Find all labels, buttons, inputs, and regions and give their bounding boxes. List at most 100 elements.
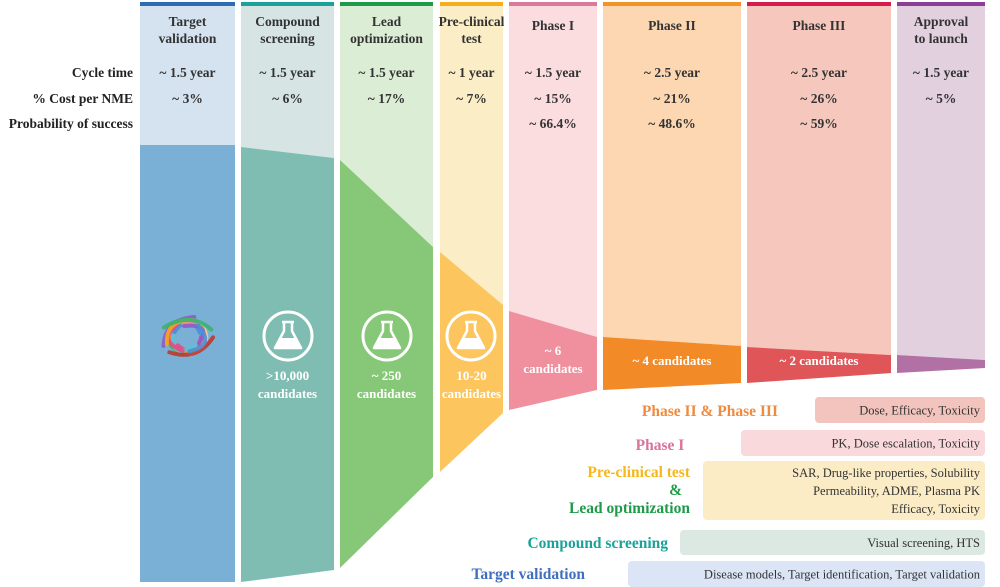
candidate-funnel-segment [747, 347, 891, 383]
legend-detail-box [815, 397, 985, 423]
stage-title: optimization [350, 31, 423, 46]
legend-detail-text: Efficacy, Toxicity [891, 502, 981, 516]
cost-value: ~ 3% [172, 91, 203, 106]
stage-title: test [461, 31, 482, 46]
stage-column-1: Target validation ~ 1.5 year ~ 3% [140, 2, 235, 582]
stage-column-6: Phase II ~ 2.5 year ~ 21% ~ 48.6% ~ 4 candid… [603, 2, 741, 390]
stage-top-bar [509, 2, 597, 6]
stage-top-bar [140, 2, 235, 6]
legend-label: & [669, 482, 682, 499]
stage-background [440, 5, 503, 305]
candidate-count: candidates [258, 386, 317, 401]
legend-item-2: Phase I PK, Dose escalation, Toxicity [636, 430, 985, 456]
cost-value: ~ 6% [272, 91, 303, 106]
candidate-count: ~ 6 [545, 343, 562, 358]
cost-value: ~ 26% [800, 91, 837, 106]
probability-value: ~ 59% [800, 116, 837, 131]
candidate-count: candidates [357, 386, 416, 401]
protein-structure-icon [161, 315, 215, 357]
stage-background [241, 5, 334, 158]
legend-detail-box [703, 461, 985, 520]
stage-title: screening [260, 31, 315, 46]
legend-detail-box [741, 430, 985, 456]
cost-value: ~ 7% [456, 91, 487, 106]
stage-column-5: Phase I ~ 1.5 year ~ 15% ~ 66.4% ~ 6 candidat… [509, 2, 597, 410]
cost-value: ~ 17% [368, 91, 405, 106]
legend-detail-text: Disease models, Target identification, T… [704, 568, 981, 582]
cycle-time-value: ~ 2.5 year [644, 65, 700, 80]
row-label-cost: % Cost per NME [32, 91, 133, 106]
stage-top-bar [340, 2, 433, 6]
stage-title: Phase III [793, 18, 846, 33]
candidate-funnel-segment [140, 145, 235, 582]
legend-detail-text: Dose, Efficacy, Toxicity [859, 404, 980, 418]
legend-label: Phase I [636, 437, 685, 454]
cycle-time-value: ~ 1.5 year [913, 65, 969, 80]
candidate-count: ~ 2 candidates [780, 353, 859, 368]
candidate-count: candidates [442, 386, 501, 401]
candidate-funnel-segment [603, 337, 741, 390]
stage-background [603, 5, 741, 346]
probability-value: ~ 66.4% [529, 116, 577, 131]
stage-column-3: Lead optimization ~ 1.5 year ~ 17% ~ 250 cand… [340, 2, 433, 568]
stage-title: Phase II [648, 18, 696, 33]
legend-detail-text: Visual screening, HTS [867, 536, 980, 550]
stage-background [509, 5, 597, 337]
stage-background [340, 5, 433, 247]
stage-title: Lead [372, 14, 402, 29]
legend-label: Phase II & Phase III [642, 403, 778, 420]
legend-detail-box [628, 561, 985, 587]
candidate-funnel-segment [241, 147, 334, 582]
legend-item-5: Target validation Disease models, Target … [471, 561, 985, 587]
candidate-count: 10-20 [456, 368, 486, 383]
cost-value: ~ 21% [653, 91, 690, 106]
stage-title: to launch [914, 31, 968, 46]
cycle-time-value: ~ 1.5 year [259, 65, 315, 80]
legend-label: Lead optimization [569, 500, 690, 517]
flask-icon [361, 310, 413, 362]
stage-title: Pre-clinical [439, 14, 505, 29]
candidate-funnel-segment [440, 252, 503, 472]
stage-column-2: Compound screening ~ 1.5 year ~ 6% >10,000 ca… [241, 2, 334, 582]
row-label-cycle-time: Cycle time [72, 65, 133, 80]
stage-title: Compound [255, 14, 320, 29]
legend-item-3: Pre-clinical test&Lead optimization SAR, … [569, 461, 985, 520]
row-label-probability: Probability of success [9, 116, 133, 131]
stage-title: Target [169, 14, 207, 29]
candidate-funnel-segment [340, 160, 433, 568]
legend-detail-text: PK, Dose escalation, Toxicity [831, 437, 980, 451]
stage-top-bar [241, 2, 334, 6]
stage-top-bar [603, 2, 741, 6]
stage-background [747, 5, 891, 355]
candidate-count: ~ 250 [372, 368, 402, 383]
candidate-count: ~ 4 candidates [633, 353, 712, 368]
candidate-count: candidates [523, 361, 582, 376]
flask-icon [445, 310, 497, 362]
candidate-funnel-segment [509, 311, 597, 410]
legend-detail-text: SAR, Drug-like properties, Solubility [792, 466, 981, 480]
flask-icon [262, 310, 314, 362]
cycle-time-value: ~ 1.5 year [159, 65, 215, 80]
stage-title: validation [159, 31, 217, 46]
candidate-funnel-segment [897, 355, 985, 373]
cycle-time-value: ~ 1 year [448, 65, 494, 80]
cost-value: ~ 15% [534, 91, 571, 106]
stage-column-4: Pre-clinical test ~ 1 year ~ 7% 10-20 candida… [439, 2, 505, 472]
stage-column-7: Phase III ~ 2.5 year ~ 26% ~ 59% ~ 2 candida… [747, 2, 891, 383]
stage-top-bar [747, 2, 891, 6]
legend-label: Target validation [471, 566, 585, 583]
cycle-time-value: ~ 2.5 year [791, 65, 847, 80]
legend-item-4: Compound screening Visual screening, HTS [527, 530, 985, 555]
legend-label: Compound screening [527, 535, 668, 552]
stage-title: Approval [914, 14, 969, 29]
legend-item-1: Phase II & Phase III Dose, Efficacy, Toxi… [642, 397, 985, 423]
stage-top-bar [440, 2, 503, 6]
stage-top-bar [897, 2, 985, 6]
stage-column-8: Approval to launch ~ 1.5 year ~ 5% [897, 2, 985, 373]
candidate-count: >10,000 [266, 368, 309, 383]
stage-title: Phase I [532, 18, 574, 33]
cost-value: ~ 5% [926, 91, 957, 106]
stage-background [897, 5, 985, 360]
legend-detail-box [680, 530, 985, 555]
